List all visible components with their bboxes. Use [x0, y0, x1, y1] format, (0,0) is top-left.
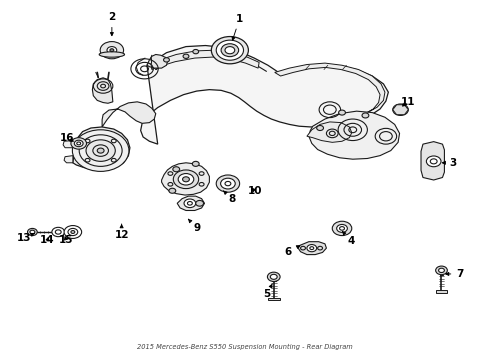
Circle shape: [270, 274, 277, 279]
Text: 14: 14: [40, 235, 55, 245]
Text: 10: 10: [247, 186, 262, 197]
Circle shape: [395, 107, 404, 113]
Polygon shape: [435, 291, 446, 293]
Circle shape: [71, 230, 75, 233]
Circle shape: [392, 104, 407, 116]
Circle shape: [168, 188, 175, 193]
Polygon shape: [64, 156, 73, 163]
Text: 3: 3: [442, 158, 456, 168]
Polygon shape: [92, 78, 113, 103]
Polygon shape: [267, 298, 279, 300]
Polygon shape: [308, 111, 399, 159]
Circle shape: [195, 201, 203, 206]
Text: 6: 6: [284, 246, 299, 257]
Polygon shape: [177, 196, 204, 211]
Polygon shape: [63, 140, 73, 148]
Circle shape: [172, 167, 179, 172]
Polygon shape: [306, 122, 351, 142]
Circle shape: [163, 58, 169, 62]
Text: 11: 11: [400, 97, 415, 107]
Circle shape: [361, 113, 368, 118]
Circle shape: [338, 110, 345, 115]
Circle shape: [183, 54, 188, 58]
Circle shape: [72, 130, 129, 171]
Circle shape: [336, 225, 346, 232]
Circle shape: [192, 161, 199, 166]
Circle shape: [110, 49, 114, 51]
Polygon shape: [141, 45, 387, 144]
Polygon shape: [73, 127, 130, 170]
Circle shape: [178, 174, 193, 185]
Circle shape: [86, 140, 115, 161]
Polygon shape: [298, 242, 326, 255]
Polygon shape: [161, 163, 209, 195]
Circle shape: [216, 175, 239, 192]
Circle shape: [100, 41, 123, 59]
Polygon shape: [147, 54, 167, 68]
Circle shape: [267, 272, 280, 282]
Circle shape: [107, 46, 117, 54]
Polygon shape: [152, 50, 259, 69]
Circle shape: [192, 49, 198, 54]
Text: 16: 16: [60, 134, 74, 143]
Circle shape: [216, 40, 243, 60]
Circle shape: [74, 140, 83, 147]
Circle shape: [331, 221, 351, 235]
Circle shape: [220, 178, 235, 189]
Circle shape: [27, 228, 37, 235]
Circle shape: [224, 46, 234, 54]
Text: 12: 12: [114, 224, 129, 239]
Circle shape: [306, 244, 316, 252]
Circle shape: [64, 226, 81, 238]
Circle shape: [211, 37, 248, 64]
Text: 9: 9: [188, 219, 200, 233]
Circle shape: [182, 177, 189, 182]
Circle shape: [435, 266, 447, 275]
Text: 1: 1: [231, 14, 243, 40]
Circle shape: [71, 138, 86, 149]
Polygon shape: [274, 63, 384, 114]
Polygon shape: [420, 141, 444, 180]
Circle shape: [183, 199, 195, 208]
Circle shape: [97, 148, 104, 153]
Text: 2: 2: [108, 12, 115, 36]
Polygon shape: [392, 105, 407, 115]
Text: 4: 4: [342, 231, 354, 246]
Text: 15: 15: [59, 235, 73, 245]
Text: 2015 Mercedes-Benz S550 Suspension Mounting - Rear Diagram: 2015 Mercedes-Benz S550 Suspension Mount…: [136, 344, 352, 350]
Circle shape: [221, 44, 238, 57]
Text: 7: 7: [445, 269, 463, 279]
Circle shape: [438, 268, 444, 273]
Circle shape: [316, 126, 323, 131]
Text: 13: 13: [17, 233, 34, 243]
Circle shape: [30, 230, 35, 234]
Circle shape: [52, 227, 64, 237]
Ellipse shape: [99, 52, 124, 57]
Text: 5: 5: [263, 284, 272, 299]
Text: 8: 8: [223, 191, 235, 204]
Circle shape: [426, 156, 440, 167]
Polygon shape: [102, 102, 156, 127]
Circle shape: [173, 170, 198, 189]
